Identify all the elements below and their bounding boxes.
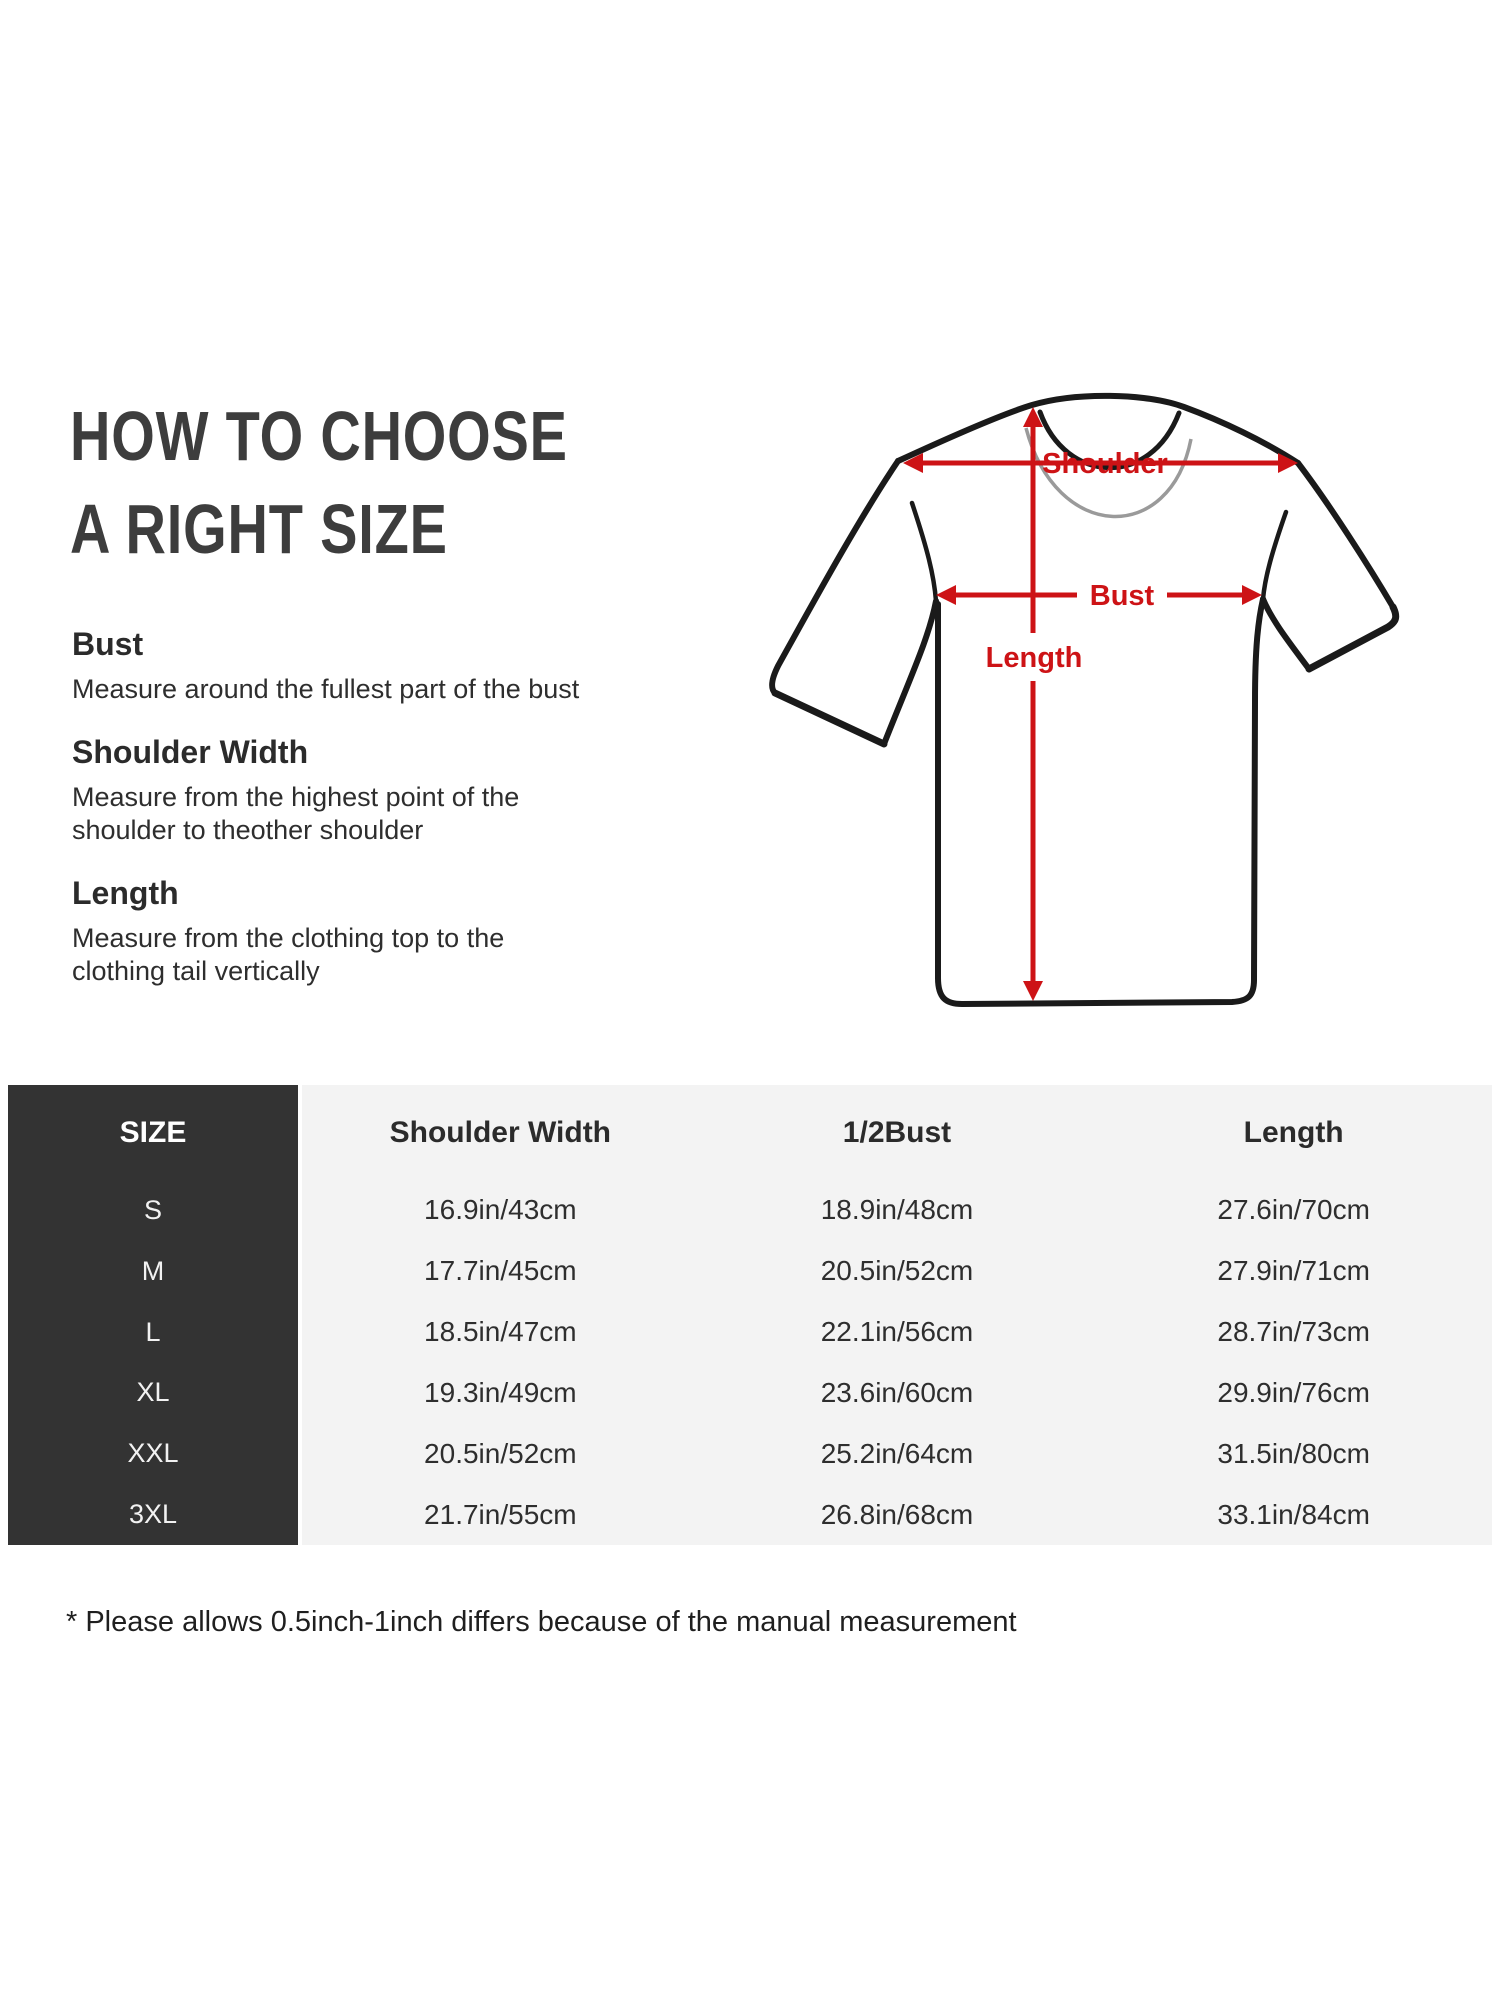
guide-item-bust: Bust Measure around the fullest part of … [72,624,632,706]
guide-item-shoulder-width: Shoulder Width Measure from the highest … [72,732,632,847]
guide-desc-line: Measure from the clothing top to the [72,923,505,953]
size-table-header-half-bust: 1/2Bust [842,1115,952,1149]
table-cell-m-length: 27.9in/71cm [1217,1255,1370,1287]
guide-desc-line: clothing tail vertically [72,956,320,986]
size-table-size-column: SIZE S M L XL XXL 3XL [8,1085,298,1545]
size-label-xl: XL [136,1377,170,1408]
page-title-line1: HOW TO CHOOSE [70,397,568,475]
size-label-3xl: 3XL [128,1499,178,1530]
guide-item-length: Length Measure from the clothing top to … [72,873,632,988]
shoulder-arrow [903,453,1298,473]
table-cell-3xl-length: 33.1in/84cm [1217,1498,1370,1530]
size-label-l: L [145,1316,161,1347]
guide-title: Length [72,875,179,911]
measurement-disclaimer: * Please allows 0.5inch-1inch differs be… [66,1606,1017,1638]
size-label-xxl: XXL [127,1438,179,1469]
bust-arrow [936,585,1262,605]
page-title-line2: A RIGHT SIZE [70,490,448,568]
length-arrow [1023,407,1043,1001]
length-arrow-label: Length [986,642,1083,674]
tshirt-outline [769,392,1400,1007]
table-cell-l-half-bust: 22.1in/56cm [820,1316,974,1348]
guide-title: Bust [72,626,144,662]
table-cell-m-half-bust: 20.5in/52cm [820,1255,974,1287]
shoulder-arrow-label: Shoulder [1042,448,1168,480]
table-cell-xxl-length: 31.5in/80cm [1217,1437,1370,1469]
size-table-header-size: SIZE [119,1115,187,1149]
guide-desc-line: Measure from the highest point of the [72,782,520,812]
bust-arrow-label: Bust [1090,580,1155,612]
size-label-m: M [141,1255,165,1286]
table-cell-xxl-shoulder: 20.5in/52cm [424,1437,577,1469]
table-cell-xl-shoulder: 19.3in/49cm [424,1376,577,1408]
table-cell-3xl-half-bust: 26.8in/68cm [820,1498,974,1530]
size-table-header-length: Length [1243,1115,1344,1149]
size-table-header-shoulder: Shoulder Width [389,1115,612,1149]
guide-title: Shoulder Width [72,734,309,770]
guide-desc-line: shoulder to theother shoulder [72,815,424,845]
table-cell-l-length: 28.7in/73cm [1217,1316,1370,1348]
table-cell-xl-half-bust: 23.6in/60cm [820,1376,974,1408]
collar-shadow-line [1024,427,1193,519]
size-table-values: Shoulder Width 1/2Bust Length 16.9in/43c… [302,1085,1492,1545]
size-label-s: S [143,1194,162,1225]
table-cell-xl-length: 29.9in/76cm [1217,1376,1370,1408]
page-title: HOW TO CHOOSE A RIGHT SIZE [70,390,692,576]
guide-desc-line: Measure around the fullest part of the b… [72,674,580,704]
table-cell-s-shoulder: 16.9in/43cm [424,1194,577,1226]
table-cell-xxl-half-bust: 25.2in/64cm [820,1437,974,1469]
table-cell-l-shoulder: 18.5in/47cm [424,1316,577,1348]
collar-inner-line [1037,409,1182,471]
table-cell-s-length: 27.6in/70cm [1217,1194,1370,1226]
table-cell-m-shoulder: 17.7in/45cm [424,1255,577,1287]
table-cell-s-half-bust: 18.9in/48cm [820,1194,974,1226]
table-cell-3xl-shoulder: 21.7in/55cm [424,1498,577,1530]
measurement-guide: Bust Measure around the fullest part of … [72,624,632,1014]
